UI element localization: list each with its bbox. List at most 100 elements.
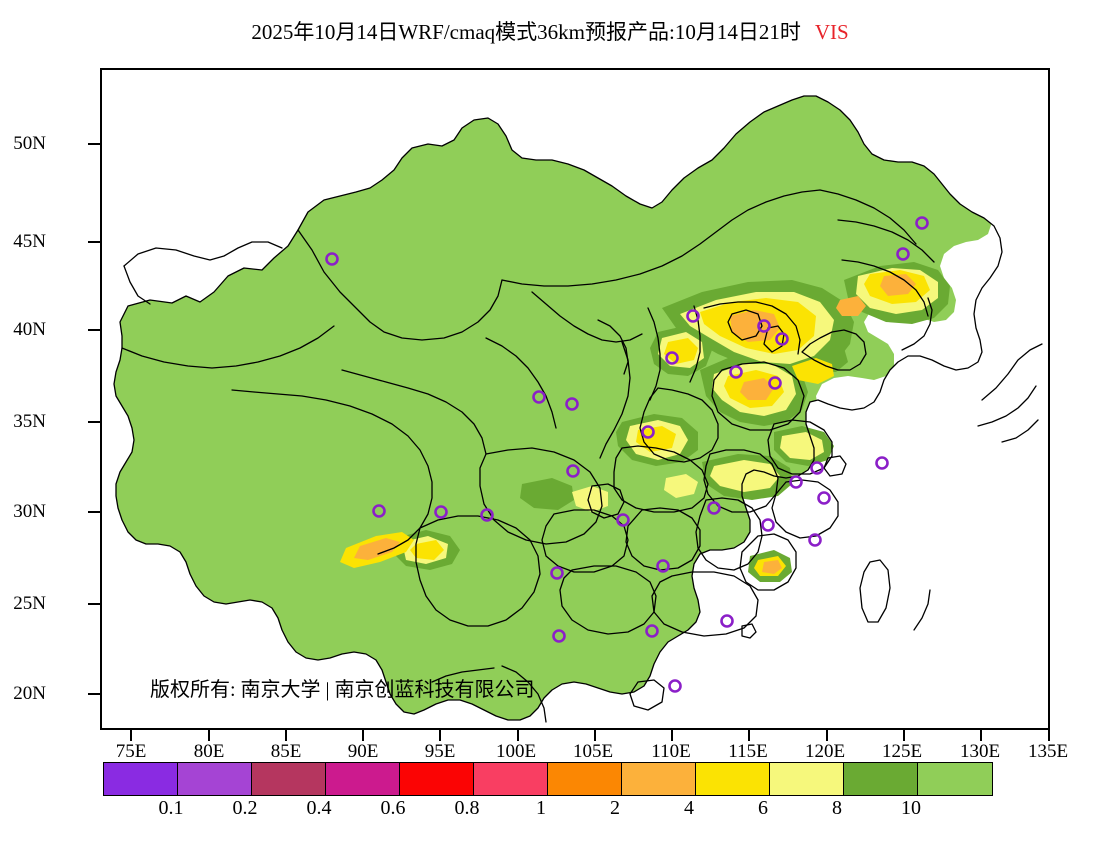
colorbar-tick-label: 0.6 xyxy=(380,797,406,819)
border-layer xyxy=(113,95,1043,723)
bohai-coastline xyxy=(801,329,867,371)
province-border-tibet xyxy=(231,389,433,555)
province-border-hongkong xyxy=(741,623,757,639)
x-tick-label: 75E xyxy=(115,741,147,762)
province-border-guangdong xyxy=(651,571,759,637)
colorbar-tick-label: 0.1 xyxy=(158,797,184,819)
x-tick-mark xyxy=(285,730,287,741)
y-tick-label: 35N xyxy=(13,411,46,432)
province-border-beijing xyxy=(727,309,763,341)
province-border-guangxi xyxy=(559,565,657,635)
province-border-tianjin xyxy=(763,325,785,353)
china-landmass xyxy=(114,96,1002,720)
city-station-marker xyxy=(372,504,386,518)
city-station-marker xyxy=(656,559,670,573)
city-station-marker xyxy=(616,513,630,527)
beijing-orange-core xyxy=(730,310,780,342)
copyright-notice: 版权所有: 南京大学 | 南京创蓝科技有限公司 xyxy=(150,679,535,701)
city-station-marker xyxy=(808,533,822,547)
colorbar-cell-0.4-0.6 xyxy=(326,763,400,795)
y-tick-label: 30N xyxy=(13,501,46,522)
variable-label: VIS xyxy=(814,20,849,44)
province-border-gansu xyxy=(485,337,557,429)
colorbar-tick-label: 4 xyxy=(684,797,694,819)
province-border-zhejiang xyxy=(771,479,839,539)
province-border-xinjiang-s xyxy=(121,325,335,369)
y-tick-mark xyxy=(88,241,100,243)
x-tick-mark xyxy=(362,730,364,741)
jiangsu-pale-core xyxy=(780,432,824,460)
liaodong-orange-core xyxy=(880,274,916,296)
city-station-marker xyxy=(532,390,546,404)
colorbar-cell-0.2-0.4 xyxy=(252,763,326,795)
city-station-marker xyxy=(566,464,580,478)
city-station-marker xyxy=(768,376,782,390)
x-tick-mark xyxy=(594,730,596,741)
x-tick-label: 80E xyxy=(193,741,225,762)
sw-yellow-core xyxy=(410,540,444,560)
colorbar-tick-label: 0.8 xyxy=(454,797,480,819)
city-station-marker xyxy=(707,501,721,515)
province-border-taiwan xyxy=(859,559,891,623)
y-tick-label: 50N xyxy=(13,133,46,154)
x-tick-mark xyxy=(1048,730,1050,741)
sichuan-green-halo xyxy=(520,478,574,510)
hubei-yellow-core xyxy=(636,426,676,452)
x-tick-mark xyxy=(208,730,210,741)
y-tick-mark xyxy=(88,329,100,331)
city-station-marker xyxy=(720,614,734,628)
colorbar-tick-label: 10 xyxy=(901,797,921,819)
province-border-jilin xyxy=(837,219,935,263)
city-station-marker xyxy=(565,397,579,411)
province-border-ningxia xyxy=(597,319,629,375)
city-station-marker xyxy=(550,566,564,580)
city-station-marker xyxy=(729,365,743,379)
province-border-hubei xyxy=(613,445,709,513)
y-tick-label: 45N xyxy=(13,231,46,252)
x-tick-label: 135E xyxy=(1027,741,1069,762)
station-marker-layer[interactable] xyxy=(325,216,929,693)
province-border-shaanxi xyxy=(599,341,631,459)
x-tick-label: 95E xyxy=(424,741,456,762)
title-text: 2025年10月14日WRF/cmaq模式36km预报产品:10月14日21时 xyxy=(251,20,801,44)
x-tick-label: 130E xyxy=(959,741,1001,762)
province-border-heilongjiang xyxy=(819,189,917,245)
city-station-marker xyxy=(686,309,700,323)
colorbar-cell-2-4 xyxy=(622,763,696,795)
y-tick-mark xyxy=(88,143,100,145)
himalaya-orange-band xyxy=(354,538,400,560)
y-tick-mark xyxy=(88,603,100,605)
colorbar-cell-0.6-0.8 xyxy=(400,763,474,795)
city-station-marker xyxy=(761,518,775,532)
y-tick-label: 25N xyxy=(13,593,46,614)
colorbar-tick-label: 0.4 xyxy=(306,797,332,819)
foreign-coast-west2 xyxy=(123,265,151,305)
shandong-orange-core xyxy=(740,378,774,400)
city-station-marker xyxy=(810,461,824,475)
foreign-coast-indochina xyxy=(501,665,547,723)
x-tick-label: 105E xyxy=(572,741,614,762)
city-station-marker xyxy=(775,332,789,346)
foreign-coast-japan2 xyxy=(977,385,1037,427)
province-border-shanghai xyxy=(823,455,847,477)
china-visibility-map xyxy=(113,70,1048,728)
province-border-yunnan xyxy=(415,515,541,627)
map-plot-frame xyxy=(100,68,1050,730)
province-border-xinjiang xyxy=(297,229,503,341)
city-station-marker xyxy=(875,456,889,470)
foreign-coast-west xyxy=(123,241,283,267)
province-border-hainan xyxy=(629,679,665,711)
national-border xyxy=(113,95,1003,721)
foreign-coast-philippines xyxy=(913,589,931,631)
shanxi-yellow-core xyxy=(664,338,698,364)
colorbar-cell-<0.1 xyxy=(104,763,178,795)
city-station-marker xyxy=(434,505,448,519)
y-tick-label: 20N xyxy=(13,683,46,704)
colorbar-cell-0.8-1 xyxy=(474,763,548,795)
city-station-marker xyxy=(668,679,682,693)
city-station-marker xyxy=(325,252,339,266)
province-border-qinghai xyxy=(341,369,487,455)
colorbar-cell-1-2 xyxy=(548,763,622,795)
bohai-north-orange xyxy=(836,296,866,316)
colorbar-tick-label: 8 xyxy=(832,797,842,819)
